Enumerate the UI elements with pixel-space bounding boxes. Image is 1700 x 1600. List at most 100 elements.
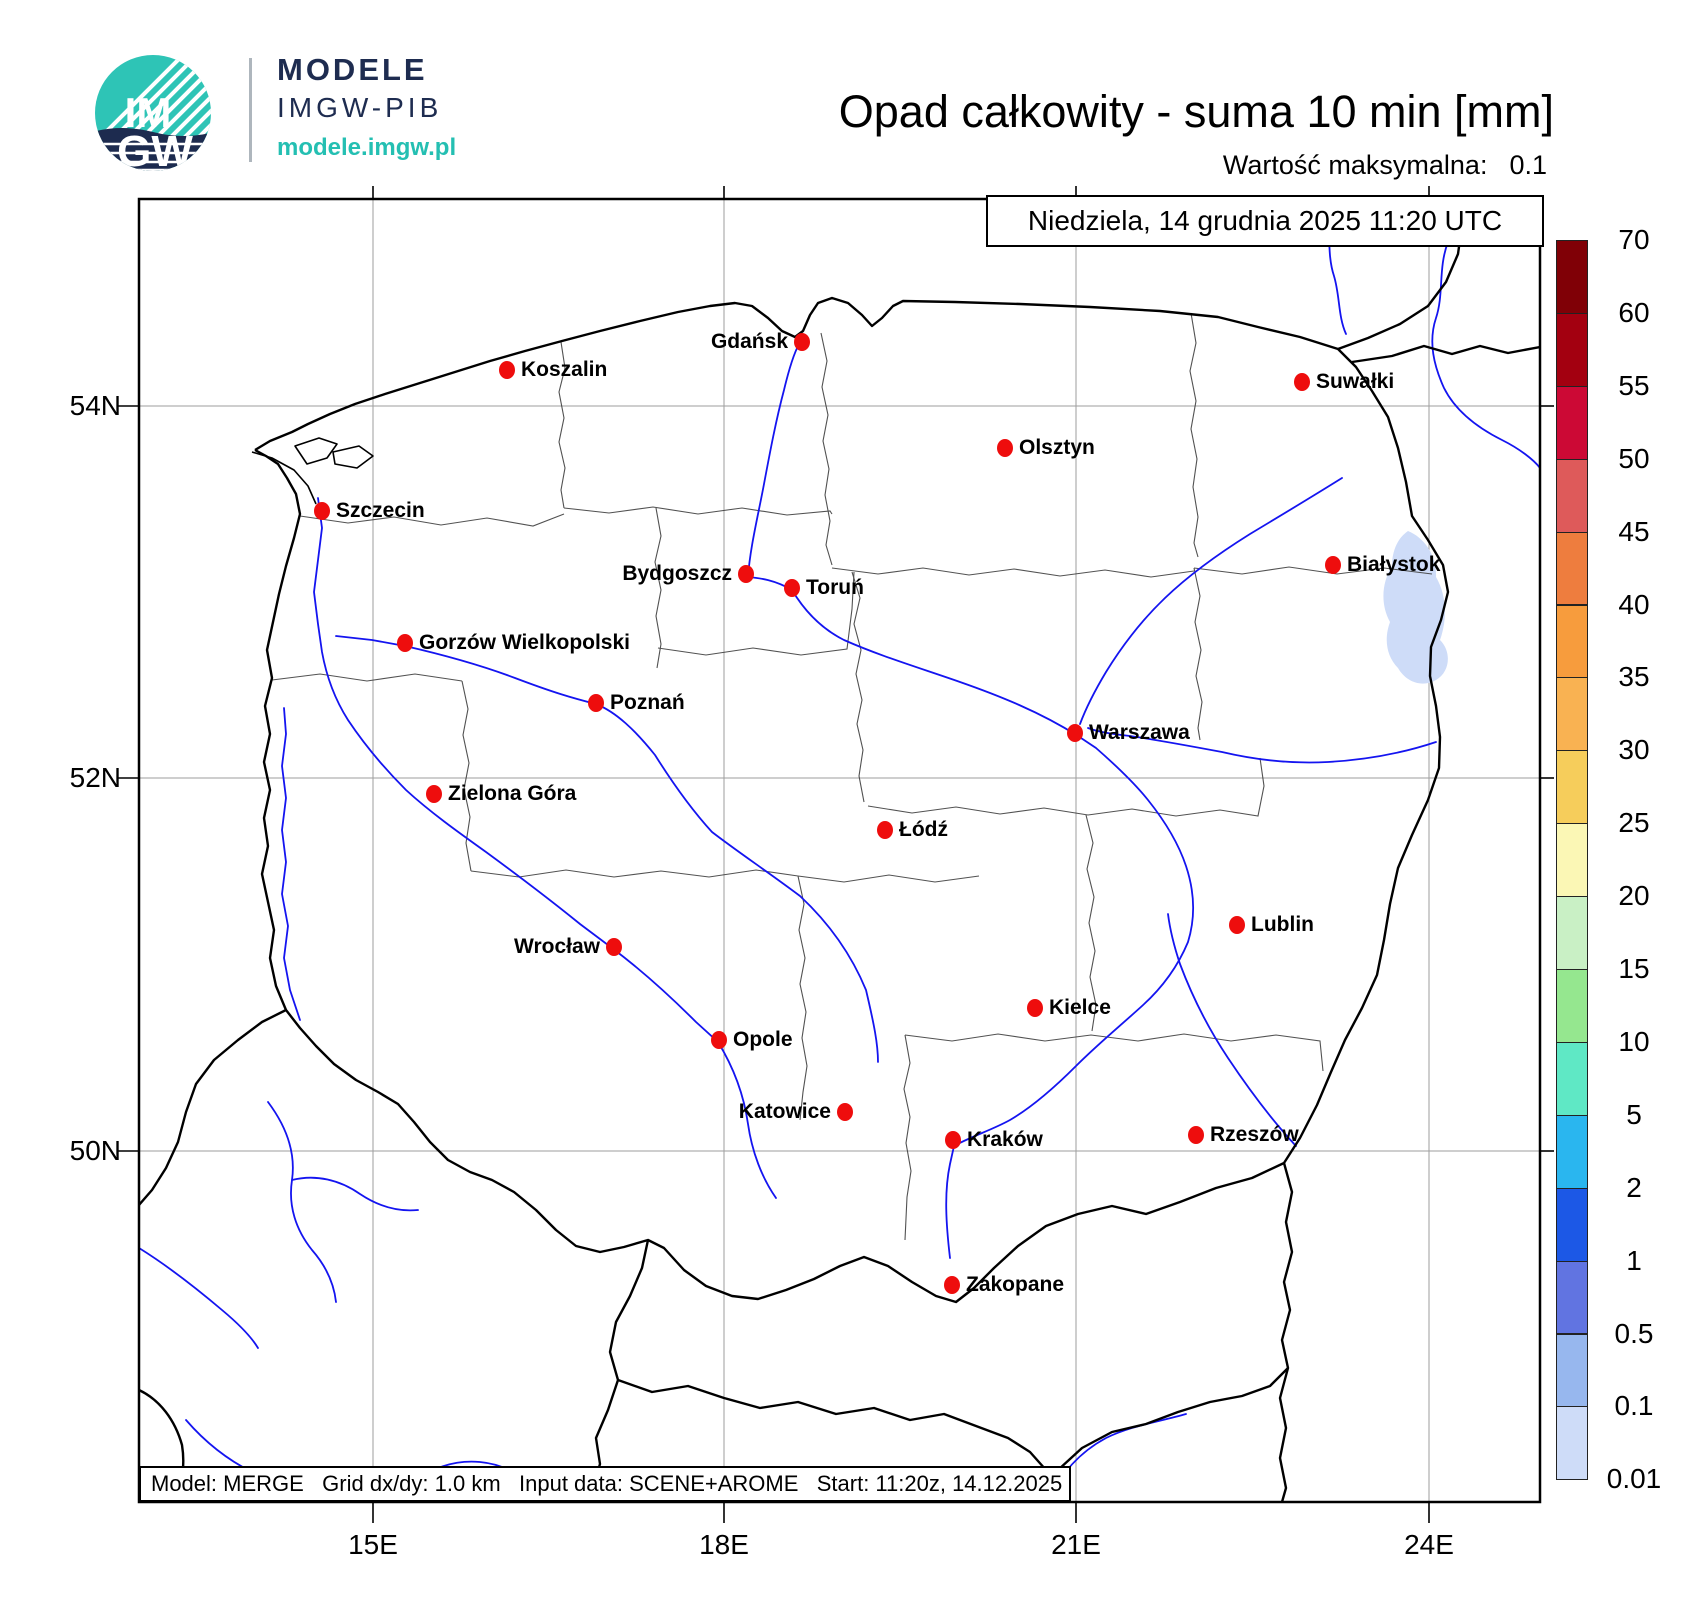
colorbar-segment [1556, 1260, 1588, 1335]
colorbar-segment [1556, 312, 1588, 387]
city-dot [1229, 916, 1245, 934]
colorbar-tick-label: 55 [1618, 369, 1650, 401]
logo-im-text: IM [125, 89, 172, 136]
map-frame [137, 197, 1542, 1504]
colorbar-tick-label: 15 [1618, 953, 1650, 984]
colorbar-segment [1556, 677, 1588, 752]
lon-tick-label: 15E [348, 1529, 398, 1560]
colorbar-tick-label: 25 [1618, 807, 1650, 839]
city-label: Kielce [1049, 996, 1111, 1019]
model-info-bar: Model: MERGE Grid dx/dy: 1.0 km Input da… [139, 1466, 1071, 1502]
city-dot [784, 579, 800, 597]
colorbar-segment [1556, 1187, 1588, 1262]
city-dot [499, 361, 515, 379]
colorbar-segment [1556, 896, 1588, 970]
colorbar-tick-label: 40 [1618, 588, 1650, 620]
lat-tick-label: 54N [69, 390, 121, 421]
city-label: Katowice [738, 1100, 831, 1123]
colorbar-segment [1556, 458, 1588, 533]
max-value-line: Wartość maksymalna: 0.1 [1223, 150, 1547, 181]
colorbar-tick-label: 10 [1618, 1025, 1650, 1057]
city-label: Zakopane [966, 1273, 1065, 1296]
city-label: Poznań [610, 691, 685, 714]
city-dot [997, 439, 1013, 457]
colorbar-segment [1556, 531, 1588, 606]
max-value-label: Wartość maksymalna: [1222, 150, 1488, 180]
lat-tick-label: 52N [69, 762, 121, 793]
city-label: Wrocław [514, 935, 600, 958]
city-dot [1188, 1126, 1204, 1144]
valid-time-box: Niedziela, 14 grudnia 2025 11:20 UTC [986, 195, 1544, 247]
colorbar-tick-label: 0.1 [1614, 1390, 1654, 1422]
city-label: Toruń [806, 576, 864, 599]
page-title: Opad całkowity - suma 10 min [mm] [838, 86, 1554, 137]
city-label: Suwałki [1316, 370, 1395, 393]
city-label: Rzeszów [1210, 1123, 1299, 1146]
city-label: Gdańsk [710, 330, 788, 353]
logo-gw-text: GW [117, 127, 193, 176]
colorbar-segment [1556, 1041, 1588, 1116]
city-label: Białystok [1347, 553, 1441, 576]
lon-tick-label: 18E [699, 1529, 749, 1560]
city-dot [711, 1031, 727, 1049]
colorbar-tick-label: 0.5 [1614, 1317, 1654, 1349]
city-dot [1294, 373, 1310, 391]
colorbar-segment [1556, 1406, 1588, 1481]
colorbar-tick-label: 20 [1618, 880, 1650, 912]
city-dot [794, 333, 810, 351]
city-label: Olsztyn [1019, 436, 1095, 459]
brand-divider [249, 58, 252, 162]
colorbar-segment [1556, 604, 1588, 679]
city-dot [945, 1131, 961, 1149]
colorbar-segment [1556, 385, 1588, 460]
colorbar-tick-label: 35 [1618, 661, 1650, 693]
colorbar-segment [1556, 969, 1588, 1043]
colorbar-tick-label: 1 [1626, 1244, 1642, 1276]
city-dot [738, 565, 754, 583]
max-value: 0.1 [1509, 150, 1547, 180]
city-dot [426, 785, 442, 803]
lon-tick-label: 24E [1404, 1529, 1454, 1560]
city-label: Gorzów Wielkopolski [419, 631, 631, 654]
city-dot [1027, 999, 1043, 1017]
brand-url: modele.imgw.pl [277, 134, 457, 161]
city-label: Bydgoszcz [622, 562, 732, 585]
brand-name: MODELE [277, 52, 428, 87]
colorbar-segment [1556, 750, 1588, 825]
city-dot [588, 694, 604, 712]
colorbar-tick-label: 0.01 [1606, 1463, 1662, 1495]
colorbar-tick-label: 45 [1618, 515, 1650, 547]
colorbar-segment [1556, 240, 1588, 314]
colorbar-segment [1556, 823, 1588, 898]
city-dot [397, 634, 413, 652]
lat-tick-label: 50N [69, 1135, 121, 1166]
city-dot [314, 502, 330, 520]
colorbar-tick-label: 60 [1618, 296, 1650, 328]
city-label: Łódź [899, 818, 948, 841]
city-dot [606, 938, 622, 956]
colorbar-segment [1556, 1333, 1588, 1408]
graticule-gridlines [139, 199, 1540, 1502]
city-dot [877, 821, 893, 839]
axis-ticks [117, 186, 1554, 1523]
city-dot [1067, 724, 1083, 742]
brand-org: IMGW-PIB [277, 92, 443, 123]
city-dot [944, 1276, 960, 1294]
colorbar-tick-label: 70 [1618, 224, 1650, 255]
country-borders [139, 199, 1540, 1502]
colorbar-tick-label: 2 [1626, 1171, 1642, 1203]
province-borders [271, 312, 1433, 1241]
city-dot [1325, 556, 1341, 574]
city-label: Lublin [1251, 913, 1314, 936]
city-label: Zielona Góra [448, 782, 577, 805]
city-label: Warszawa [1089, 721, 1190, 744]
colorbar-tick-label: 30 [1618, 734, 1650, 766]
city-label: Koszalin [521, 358, 608, 381]
imgw-logo-icon: IM GW [95, 55, 211, 176]
city-label: Kraków [967, 1128, 1043, 1151]
lon-tick-label: 21E [1051, 1529, 1101, 1560]
colorbar-tick-label: 50 [1618, 442, 1650, 474]
colorbar-tick-label: 5 [1626, 1098, 1642, 1130]
